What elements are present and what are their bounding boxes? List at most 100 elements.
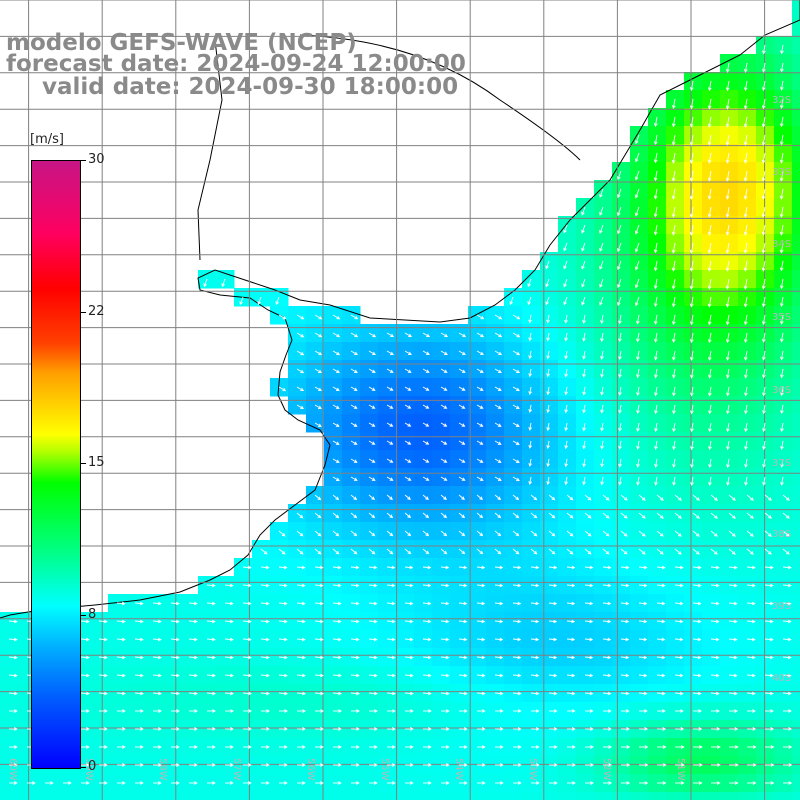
wind-arrow-head xyxy=(157,655,162,660)
wind-arrow-head xyxy=(762,50,766,55)
wind-cell xyxy=(414,792,433,800)
wind-arrow-head xyxy=(589,655,594,660)
wind-arrow xyxy=(762,80,766,91)
wind-arrow-head xyxy=(409,655,414,660)
wind-arrow-head xyxy=(497,514,502,519)
wind-arrow-head xyxy=(661,637,666,642)
wind-arrow xyxy=(762,224,766,235)
wind-arrow-head xyxy=(788,763,793,767)
wind-arrow xyxy=(744,260,748,271)
wind-cell xyxy=(450,792,469,800)
wind-arrow-head xyxy=(229,583,234,588)
wind-arrow-head xyxy=(353,405,358,409)
wind-arrow-head xyxy=(176,691,180,696)
wind-arrow-head xyxy=(371,387,376,391)
wind-arrow-head xyxy=(689,123,694,128)
wind-cell xyxy=(486,792,505,800)
wind-arrow-head xyxy=(247,565,252,570)
wind-arrow xyxy=(545,260,550,269)
wind-arrow-head xyxy=(697,583,702,588)
wind-arrow xyxy=(206,620,215,623)
wind-arrow-head xyxy=(353,477,358,481)
wind-arrow-head xyxy=(265,637,270,642)
wind-arrow xyxy=(404,602,413,605)
wind-arrow-head xyxy=(318,369,323,374)
wind-arrow xyxy=(529,440,532,449)
wind-arrow-head xyxy=(407,496,411,500)
wind-arrow xyxy=(726,224,730,235)
wind-arrow-head xyxy=(553,583,558,588)
wind-cell xyxy=(792,216,800,235)
wind-cell xyxy=(36,792,55,800)
wind-arrow-head xyxy=(372,333,377,338)
wind-arrow-head xyxy=(715,637,720,642)
wind-arrow xyxy=(672,224,676,235)
wind-arrow-head xyxy=(714,533,718,537)
wind-arrow xyxy=(619,440,622,449)
wind-arrow-head xyxy=(689,213,694,218)
wind-arrow-head xyxy=(301,619,306,624)
wind-arrow-head xyxy=(726,410,730,415)
wind-arrow xyxy=(458,566,467,569)
wind-arrow-head xyxy=(780,68,784,73)
wind-arrow-head xyxy=(497,477,502,481)
wind-arrow xyxy=(746,692,755,695)
wind-arrow-head xyxy=(553,745,558,749)
wind-arrow xyxy=(781,476,784,486)
wind-arrow xyxy=(728,566,737,569)
wind-arrow-head xyxy=(481,565,486,570)
wind-arrow xyxy=(422,350,430,355)
wind-arrow xyxy=(635,152,640,162)
wind-arrow-head xyxy=(661,601,666,606)
wind-arrow-head xyxy=(768,515,772,519)
wind-arrow xyxy=(170,656,179,659)
wind-arrow xyxy=(655,404,658,414)
wind-arrow-head xyxy=(390,333,395,338)
wind-arrow-head xyxy=(605,532,610,537)
wind-arrow xyxy=(152,692,161,695)
wind-arrow xyxy=(691,368,694,378)
wind-arrow-head xyxy=(546,319,550,324)
wind-arrow xyxy=(278,548,286,555)
wind-arrow-head xyxy=(643,565,648,570)
wind-arrow xyxy=(635,206,640,216)
wind-arrow-head xyxy=(672,374,676,379)
wind-arrow-head xyxy=(662,709,666,713)
wind-arrow xyxy=(368,422,375,427)
wind-arrow-head xyxy=(533,550,538,555)
wind-arrow-head xyxy=(654,410,658,415)
wind-arrow xyxy=(638,494,646,501)
wind-arrow xyxy=(764,620,773,623)
wind-arrow xyxy=(565,458,568,467)
wind-arrow-head xyxy=(353,387,358,391)
wind-arrow-head xyxy=(239,301,243,306)
wind-arrow xyxy=(80,656,89,659)
wind-arrow-head xyxy=(589,691,594,696)
wind-arrow-head xyxy=(762,428,766,433)
wind-arrow xyxy=(188,638,197,641)
wind-cell xyxy=(792,54,800,73)
wind-arrow-head xyxy=(497,496,502,501)
wind-arrow xyxy=(350,566,359,569)
wind-arrow xyxy=(599,260,604,270)
wind-arrow-head xyxy=(671,159,676,164)
wind-arrow-head xyxy=(770,745,775,749)
wind-arrow-head xyxy=(769,565,774,570)
wind-arrow-head xyxy=(428,727,432,731)
wind-arrow xyxy=(710,656,719,659)
wind-arrow-head xyxy=(427,619,432,624)
wind-arrow-head xyxy=(761,303,766,308)
wind-arrow-head xyxy=(281,550,286,555)
wind-arrow-head xyxy=(762,464,766,468)
wind-arrow-head xyxy=(371,514,376,519)
wind-arrow xyxy=(655,368,658,378)
wind-arrow-head xyxy=(409,583,414,588)
wind-arrow-head xyxy=(761,141,766,146)
wind-arrow xyxy=(260,674,269,677)
wind-arrow xyxy=(726,314,730,325)
wind-arrow-head xyxy=(546,445,550,450)
wind-arrow-head xyxy=(752,727,757,731)
wind-arrow xyxy=(656,548,664,555)
wind-arrow-head xyxy=(697,619,702,624)
wind-arrow-head xyxy=(762,446,766,451)
